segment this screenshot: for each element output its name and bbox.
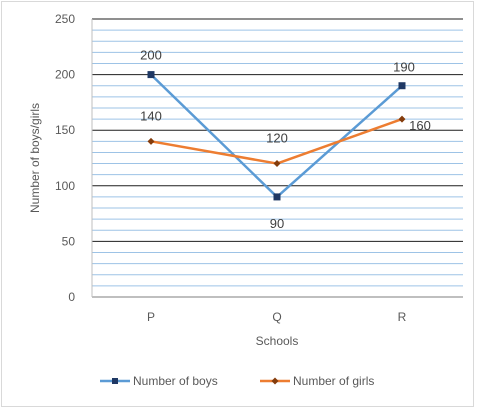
x-axis-title: Schools bbox=[256, 334, 299, 348]
legend-marker bbox=[271, 377, 279, 385]
legend-label: Number of boys bbox=[133, 374, 218, 388]
data-point-marker bbox=[147, 137, 155, 145]
legend-label: Number of girls bbox=[293, 374, 374, 388]
y-tick-label: 0 bbox=[68, 290, 75, 304]
data-label: 190 bbox=[393, 60, 415, 75]
data-label: 160 bbox=[409, 118, 431, 133]
data-label: 120 bbox=[266, 131, 288, 146]
y-tick-label: 150 bbox=[55, 123, 75, 137]
legend-marker bbox=[112, 378, 118, 384]
data-point-marker bbox=[273, 160, 281, 168]
legend: Number of boys Number of girls bbox=[100, 374, 374, 388]
label-layer: 200 90 190 140 120 160 bbox=[140, 48, 431, 231]
data-point-marker bbox=[398, 82, 406, 90]
y-tick-label: 200 bbox=[55, 68, 75, 82]
data-label: 140 bbox=[140, 108, 162, 123]
y-tick-label: 250 bbox=[55, 12, 75, 26]
data-point-marker bbox=[147, 71, 155, 79]
x-tick-label: P bbox=[147, 310, 155, 324]
data-label: 90 bbox=[270, 216, 284, 231]
axis-layer: 0 50 100 150 200 250 P Q R bbox=[55, 12, 407, 324]
y-axis-title: Number of boys/girls bbox=[28, 103, 42, 213]
y-tick-label: 50 bbox=[62, 234, 76, 248]
y-tick-label: 100 bbox=[55, 179, 75, 193]
data-point-marker bbox=[398, 115, 406, 123]
data-point-marker bbox=[273, 193, 281, 201]
data-label: 200 bbox=[140, 48, 162, 63]
x-tick-label: Q bbox=[272, 310, 281, 324]
series-layer bbox=[147, 71, 406, 201]
x-tick-label: R bbox=[398, 310, 407, 324]
